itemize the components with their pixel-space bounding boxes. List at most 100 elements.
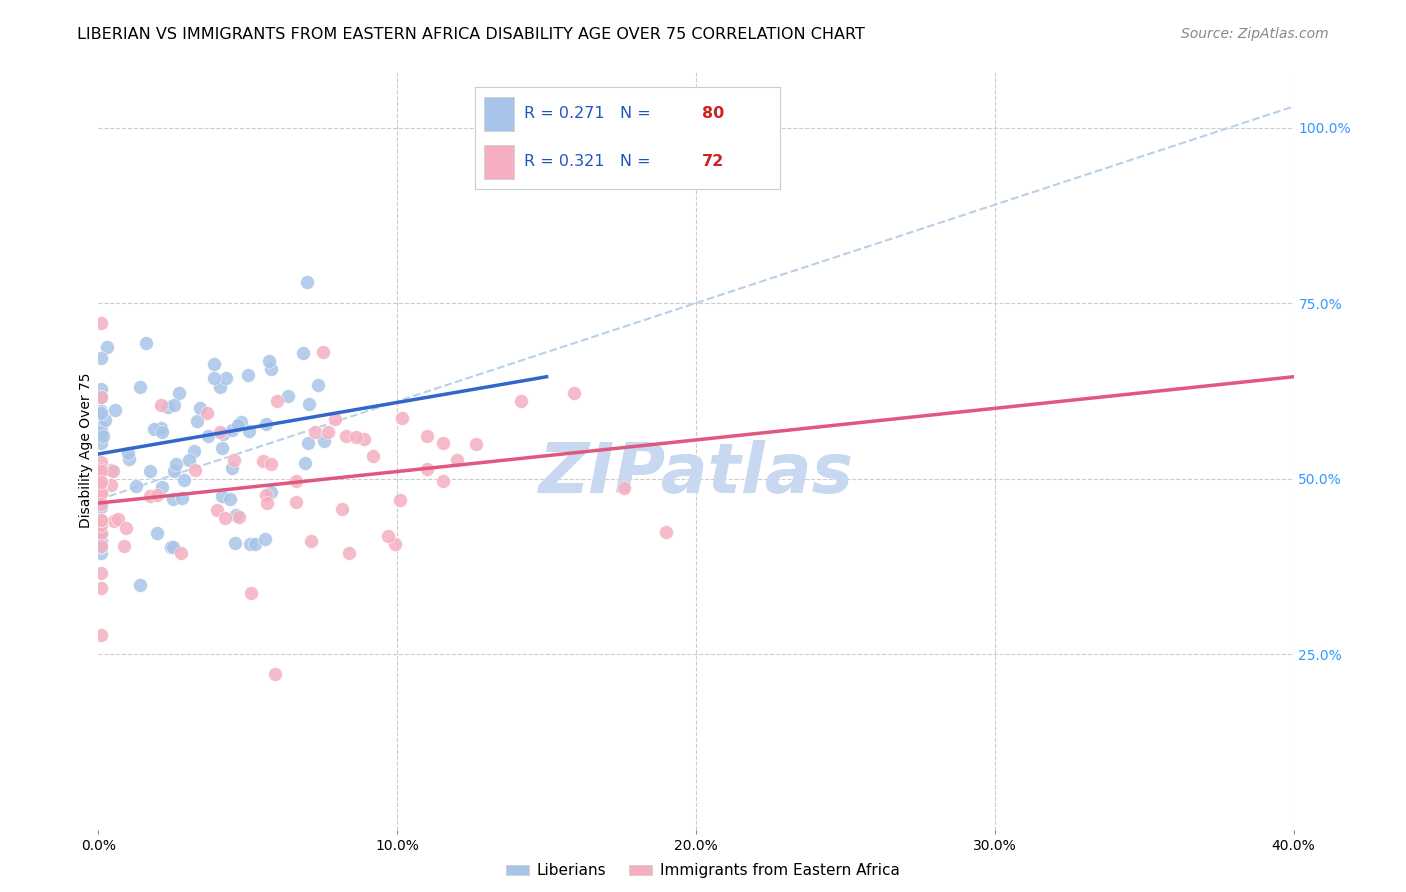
Point xyxy=(157,400,180,414)
Point xyxy=(304,425,326,439)
Point xyxy=(90,483,112,497)
Point xyxy=(90,477,112,491)
Point xyxy=(90,525,112,540)
Point xyxy=(260,361,283,376)
Point xyxy=(228,510,250,524)
Point xyxy=(277,389,299,403)
Point xyxy=(260,457,283,471)
Point xyxy=(257,354,280,368)
Point xyxy=(163,464,186,478)
Point xyxy=(117,446,139,460)
Point xyxy=(254,417,277,431)
Point xyxy=(90,518,112,533)
Point xyxy=(150,398,173,412)
Point xyxy=(205,502,228,516)
Point xyxy=(284,495,307,509)
Point xyxy=(224,536,246,550)
Point xyxy=(100,463,122,477)
Point xyxy=(90,546,112,560)
Point xyxy=(208,425,231,439)
Point xyxy=(96,340,118,354)
Point xyxy=(128,380,150,394)
Point xyxy=(90,533,112,548)
Point xyxy=(260,485,283,500)
Point xyxy=(335,429,357,443)
Point xyxy=(297,436,319,450)
Point xyxy=(90,462,112,476)
Point xyxy=(91,479,114,493)
Point xyxy=(90,390,112,404)
Point xyxy=(90,391,112,405)
Point xyxy=(90,476,112,491)
Point xyxy=(238,424,260,438)
Point xyxy=(90,459,112,474)
Legend: Liberians, Immigrants from Eastern Africa: Liberians, Immigrants from Eastern Afric… xyxy=(501,857,905,884)
Point xyxy=(90,496,112,510)
Point xyxy=(146,525,169,540)
Point xyxy=(510,394,533,409)
Point xyxy=(298,397,321,411)
Text: ZIPatlas: ZIPatlas xyxy=(538,440,853,507)
Point xyxy=(202,357,225,371)
Point xyxy=(90,539,112,553)
Point xyxy=(256,496,278,510)
Point xyxy=(330,502,353,516)
Point xyxy=(221,423,243,437)
Point xyxy=(135,335,157,350)
Point xyxy=(245,537,267,551)
Point xyxy=(90,316,112,330)
Point xyxy=(170,546,193,560)
Point xyxy=(218,492,240,507)
Point xyxy=(254,488,277,502)
Point xyxy=(118,452,141,467)
Point xyxy=(239,537,262,551)
Point xyxy=(307,378,329,392)
Point xyxy=(221,461,243,475)
Point xyxy=(160,540,183,554)
Point xyxy=(150,425,173,439)
Point xyxy=(112,539,135,553)
Point xyxy=(208,380,231,394)
Point xyxy=(316,425,339,440)
Point xyxy=(226,418,249,433)
Point xyxy=(353,433,375,447)
Point xyxy=(94,413,117,427)
Point xyxy=(432,474,454,488)
Point xyxy=(162,492,184,507)
Point xyxy=(90,628,112,642)
Point xyxy=(125,479,148,493)
Point xyxy=(377,529,399,543)
Point xyxy=(170,491,193,506)
Point xyxy=(100,478,122,492)
Point xyxy=(323,412,346,426)
Point xyxy=(252,454,274,468)
Point xyxy=(90,382,112,396)
Point xyxy=(613,481,636,495)
Point xyxy=(212,426,235,441)
Point xyxy=(229,415,252,429)
Point xyxy=(142,422,165,436)
Point xyxy=(90,425,112,440)
Point xyxy=(163,398,186,412)
Point xyxy=(391,411,413,425)
Text: Source: ZipAtlas.com: Source: ZipAtlas.com xyxy=(1181,27,1329,41)
Point xyxy=(90,487,112,501)
Point xyxy=(225,508,247,522)
Point xyxy=(195,406,218,420)
Point xyxy=(346,430,368,444)
Point xyxy=(239,586,262,600)
Point xyxy=(211,489,233,503)
Point xyxy=(91,429,114,443)
Point xyxy=(384,537,406,551)
Point xyxy=(107,511,129,525)
Point xyxy=(169,386,191,401)
Point xyxy=(101,464,124,478)
Point xyxy=(139,464,162,478)
Point xyxy=(146,488,169,502)
Point xyxy=(173,473,195,487)
Point xyxy=(186,413,208,427)
Point xyxy=(254,532,277,546)
Point xyxy=(128,578,150,592)
Point xyxy=(166,457,188,471)
Point xyxy=(90,475,112,490)
